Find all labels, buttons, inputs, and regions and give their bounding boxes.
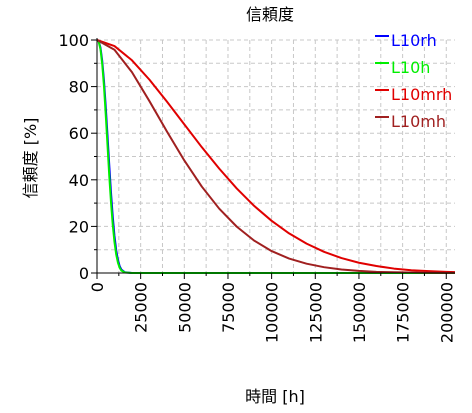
legend-label: L10mh [391,112,446,131]
x-tick-label: 50000 [175,282,194,333]
chart-title: 信頼度 [246,5,294,24]
y-tick-label: 20 [69,217,89,236]
series-layer [96,39,456,274]
x-tick-label: 200000 [437,282,456,343]
y-tick-label: 80 [69,78,89,97]
x-tick-label: 25000 [132,282,151,333]
tick-layer: 0 20 40 60 80 100 0 25000 50000 75000 100000 125000… [58,31,456,343]
x-axis-title: 時間 [h] [245,387,305,406]
legend-label: L10mrh [391,85,452,104]
x-tick-label: 150000 [350,282,369,343]
y-tick-label: 100 [58,31,89,50]
series-line-l10mrh [96,39,456,274]
series-line-l10mh [96,39,456,274]
x-tick-label: 100000 [263,282,282,343]
grid-layer [97,39,455,273]
y-tick-label: 0 [79,264,89,283]
legend: L10rh L10h L10mrh L10mh [375,31,452,131]
legend-label: L10rh [391,31,437,50]
y-tick-label: 40 [69,171,89,190]
legend-label: L10h [391,58,430,77]
axis-layer [91,38,455,279]
y-axis-title: 信頼度 [%] [21,118,40,199]
x-tick-label: 75000 [219,282,238,333]
series-line-l10h [96,39,455,274]
x-tick-label: 125000 [306,282,325,343]
x-tick-label: 0 [88,282,107,292]
x-tick-label: 175000 [394,282,413,343]
y-tick-label: 60 [69,124,89,143]
